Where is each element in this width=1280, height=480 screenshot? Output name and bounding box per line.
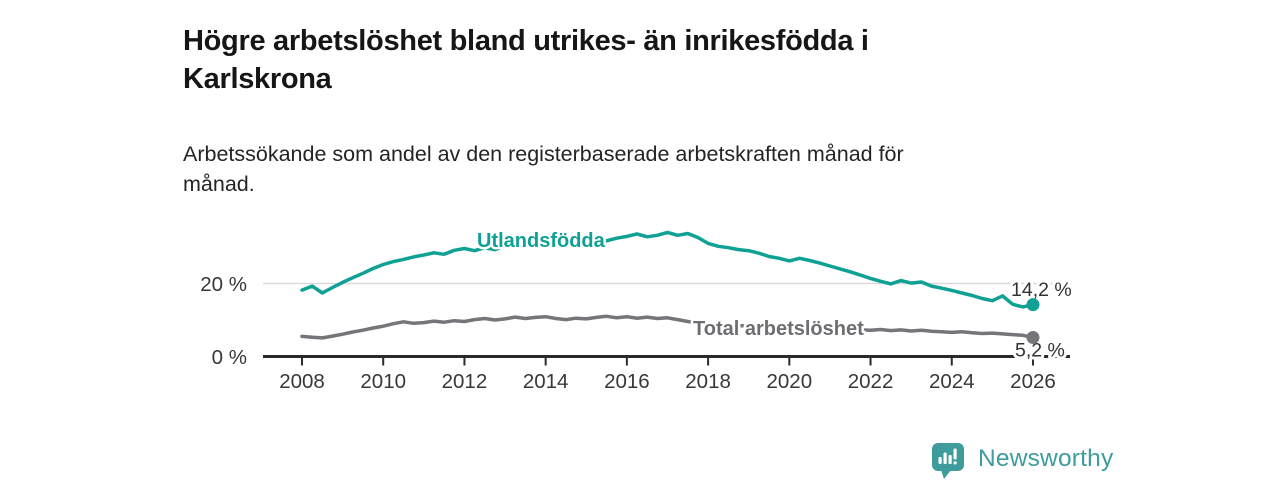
series-line-utlandsfodda	[300, 230, 1035, 309]
end-value-label-utlandsfodda: 14,2 %	[1011, 279, 1072, 301]
x-axis-tick-label: 2026	[1010, 370, 1056, 393]
x-axis-tick-label: 2024	[929, 370, 975, 393]
series-label-utlandsfodda: Utlandsfödda	[477, 230, 606, 252]
y-axis-tick-label: 20 %	[200, 273, 247, 296]
x-axis-tick-label: 2020	[767, 370, 813, 393]
x-axis-tick-label: 2022	[848, 370, 894, 393]
brand-name: Newsworthy	[978, 444, 1114, 472]
end-dot-utlandsfodda	[1026, 298, 1040, 312]
line-chart-svg: 0 % 20 % 2008 2010 2012 2014 2016 2018 2020 2022 2…	[200, 228, 1074, 394]
x-axis-tick-label: 2016	[604, 370, 650, 393]
x-axis-tick-label: 2012	[442, 370, 488, 393]
x-axis-tick-label: 2008	[279, 370, 325, 393]
x-axis-tick-label: 2014	[523, 370, 569, 393]
brand-logo: Newsworthy	[931, 442, 1113, 480]
bar-chart-speech-bubble-icon	[932, 443, 964, 479]
y-axis-tick-label: 0 %	[212, 346, 247, 369]
chart-subtitle: Arbetssökande som andel av den registerb…	[183, 141, 904, 197]
chart-title: Högre arbetslöshet bland utrikes- än inr…	[183, 25, 869, 95]
line-chart: 0 % 20 % 2008 2010 2012 2014 2016 2018 2020 2022 2…	[180, 208, 1120, 403]
x-axis-tick-label: 2018	[685, 370, 731, 393]
end-value-label-total: 5,2 %	[1015, 340, 1065, 362]
series-label-total: Total arbetslöshet	[693, 318, 864, 340]
x-axis-tick-label: 2010	[360, 370, 406, 393]
end-dot-total	[1026, 331, 1040, 345]
series-line-total	[300, 314, 1035, 340]
